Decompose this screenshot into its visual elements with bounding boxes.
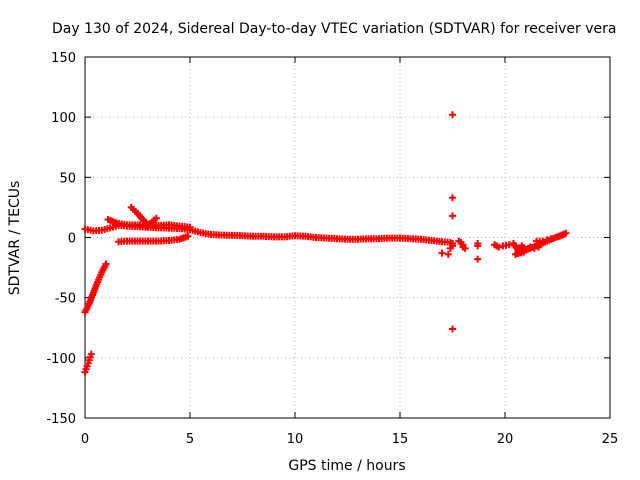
series-spike-short bbox=[142, 214, 160, 231]
data-point bbox=[184, 232, 192, 240]
series-rise-from-minus-110 bbox=[81, 350, 95, 376]
data-point bbox=[186, 223, 194, 231]
data-point bbox=[102, 260, 110, 268]
y-tick-label: -50 bbox=[55, 292, 76, 307]
x-tick-label: 10 bbox=[287, 432, 304, 447]
y-axis-label: SDTVAR / TECUs bbox=[7, 181, 23, 296]
y-tick-label: -100 bbox=[46, 352, 76, 367]
x-axis-label: GPS time / hours bbox=[288, 458, 405, 474]
x-tick-label: 25 bbox=[602, 432, 619, 447]
y-tick-label: -150 bbox=[46, 412, 76, 427]
x-tick-label: 15 bbox=[392, 432, 409, 447]
x-tick-label: 0 bbox=[81, 432, 89, 447]
data-point bbox=[449, 325, 456, 333]
data-point bbox=[474, 255, 482, 263]
tick-layer: 0 5 10 15 20 25 -150 -100 -50 0 50 100 150 bbox=[46, 51, 618, 447]
data-point bbox=[87, 350, 95, 358]
data-point bbox=[152, 214, 160, 222]
series-cluster-17h bbox=[438, 111, 482, 333]
series-rise-from-minus-60 bbox=[81, 260, 110, 316]
y-tick-label: 150 bbox=[51, 51, 76, 66]
data-point bbox=[449, 111, 456, 119]
y-tick-label: 50 bbox=[59, 171, 76, 186]
data-point bbox=[461, 244, 469, 252]
y-tick-label: 0 bbox=[68, 232, 76, 247]
data-point bbox=[446, 244, 454, 252]
data-point bbox=[495, 243, 503, 251]
x-tick-label: 20 bbox=[497, 432, 514, 447]
series-spike-steep bbox=[127, 203, 152, 228]
data-point bbox=[438, 249, 446, 257]
x-tick-label: 5 bbox=[186, 432, 194, 447]
series-tail-20h bbox=[491, 229, 570, 258]
y-tick-label: 100 bbox=[51, 111, 76, 126]
chart-title: Day 130 of 2024, Sidereal Day-to-day VTE… bbox=[52, 21, 616, 37]
data-point bbox=[520, 248, 528, 256]
data-marks bbox=[81, 111, 570, 376]
data-point bbox=[444, 250, 452, 258]
series-arc-lower bbox=[115, 232, 192, 246]
data-point bbox=[474, 240, 482, 248]
data-point bbox=[449, 194, 456, 202]
data-point bbox=[449, 212, 456, 220]
